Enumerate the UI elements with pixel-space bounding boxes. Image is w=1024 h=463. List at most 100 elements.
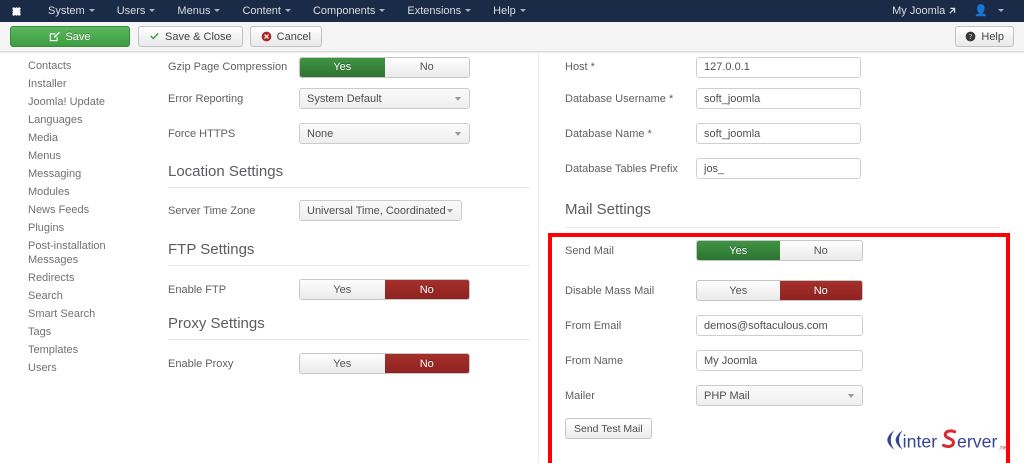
input-from-email[interactable]: demos@softaculous.com	[696, 315, 863, 336]
select-force-https[interactable]: None	[299, 123, 470, 144]
toggle-gzip-no[interactable]: No	[384, 57, 469, 77]
input-database-tables-prefix[interactable]: jos_	[696, 158, 861, 179]
sidebar-item-media[interactable]: Media	[28, 132, 58, 144]
chevron-down-icon	[447, 208, 453, 213]
help-circle-icon: ?	[965, 31, 976, 42]
field-label-server-time-zone: Server Time Zone	[168, 204, 256, 217]
cancel-button[interactable]: Cancel	[249, 26, 322, 47]
sidebar-item-installer[interactable]: Installer	[28, 78, 67, 90]
toggle-enable-proxy-no[interactable]: No	[384, 354, 469, 373]
sidebar-item-menus[interactable]: Menus	[28, 150, 62, 162]
toggle-enable-proxy[interactable]: Yes No	[299, 353, 470, 374]
site-preview-label: My Joomla	[892, 5, 946, 17]
sidebar-item-news-feeds[interactable]: News Feeds	[28, 204, 90, 216]
chevron-down-icon	[455, 131, 461, 136]
field-label-force-https: Force HTTPS	[168, 127, 236, 140]
user-menu[interactable]: 👤	[966, 5, 1016, 17]
nav-item-system[interactable]: System	[37, 0, 106, 22]
field-label-host: Host *	[565, 61, 595, 73]
sidebar-item-languages[interactable]: Languages	[28, 114, 83, 126]
sidebar-item-post-installation-messages[interactable]: Post-installation Messages	[28, 240, 106, 266]
sidebar-item-joomla-update[interactable]: Joomla! Update	[28, 96, 106, 108]
sidebar-item-templates[interactable]: Templates	[28, 344, 79, 356]
send-test-mail-button[interactable]: Send Test Mail	[565, 418, 652, 439]
toggle-disable-mass-mail-yes[interactable]: Yes	[697, 281, 780, 300]
select-error-reporting[interactable]: System Default	[299, 88, 470, 109]
section-title-location-settings: Location Settings	[168, 163, 284, 180]
section-divider	[565, 227, 1000, 228]
input-database-name[interactable]: soft_joomla	[696, 123, 861, 144]
toggle-send-mail-yes[interactable]: Yes	[697, 241, 780, 260]
toggle-enable-proxy-yes[interactable]: Yes	[300, 354, 385, 373]
input-host[interactable]: 127.0.0.1	[696, 56, 861, 78]
svg-text:?: ?	[969, 33, 972, 41]
toggle-gzip-page-compression[interactable]: Yes No	[299, 56, 470, 78]
sidebar-item-messaging[interactable]: Messaging	[28, 168, 82, 180]
nav-item-help-label: Help	[493, 5, 516, 17]
nav-item-extensions[interactable]: Extensions	[396, 0, 482, 22]
mail-settings-section: Mail Settings Send Mail Yes No Disable M…	[539, 201, 1024, 439]
section-title-proxy-settings: Proxy Settings	[168, 315, 265, 332]
save-button[interactable]: Save	[10, 26, 130, 47]
toggle-send-mail-no[interactable]: No	[779, 241, 862, 260]
field-row-enable-proxy: Enable Proxy Yes No	[160, 340, 538, 387]
field-row-from-email: From Email demos@softaculous.com	[557, 308, 1024, 343]
input-from-name-value: My Joomla	[704, 354, 758, 367]
top-navbar: System Users Menus Content Components Ex…	[0, 0, 1024, 22]
field-row-force-https: Force HTTPS None	[160, 116, 538, 151]
select-mailer-value: PHP Mail	[704, 389, 750, 402]
field-label-error-reporting: Error Reporting	[168, 92, 244, 105]
toggle-disable-mass-mail-no[interactable]: No	[779, 281, 862, 300]
select-server-time-zone[interactable]: Universal Time, Coordinated (...	[299, 200, 462, 221]
save-pencil-icon	[49, 31, 61, 42]
sidebar-item-smart-search[interactable]: Smart Search	[28, 308, 96, 320]
toggle-enable-ftp-yes[interactable]: Yes	[300, 280, 385, 299]
field-row-gzip-page-compression: Gzip Page Compression Yes No	[160, 53, 538, 81]
select-server-time-zone-value: Universal Time, Coordinated (...	[307, 204, 447, 217]
field-label-enable-proxy: Enable Proxy	[168, 357, 234, 370]
cancel-circle-icon	[261, 31, 272, 42]
toggle-enable-ftp-no[interactable]: No	[384, 280, 469, 299]
sidebar-item-plugins[interactable]: Plugins	[28, 222, 65, 234]
nav-item-components[interactable]: Components	[302, 0, 396, 22]
cancel-button-label: Cancel	[276, 30, 311, 43]
sidebar-item-redirects[interactable]: Redirects	[28, 272, 75, 284]
toggle-gzip-yes[interactable]: Yes	[300, 57, 385, 77]
nav-item-help[interactable]: Help	[482, 0, 537, 22]
nav-item-users[interactable]: Users	[106, 0, 167, 22]
field-label-from-email: From Email	[565, 319, 622, 332]
nav-item-system-label: System	[48, 5, 85, 17]
nav-item-menus-label: Menus	[177, 5, 211, 17]
help-button[interactable]: ? Help	[955, 26, 1014, 47]
field-label-gzip-page-compression: Gzip Page Compression	[168, 61, 288, 73]
toggle-enable-ftp[interactable]: Yes No	[299, 279, 470, 300]
field-row-database-name: Database Name * soft_joomla	[539, 116, 1024, 151]
field-label-enable-ftp: Enable FTP	[168, 283, 227, 296]
select-force-https-value: None	[307, 127, 334, 140]
chevron-down-icon	[998, 8, 1004, 12]
sidebar-item-tags[interactable]: Tags	[28, 326, 52, 338]
check-icon	[149, 31, 160, 42]
nav-item-menus[interactable]: Menus	[166, 0, 231, 22]
save-and-close-button[interactable]: Save & Close	[138, 26, 243, 47]
left-settings-column: Gzip Page Compression Yes No Error Repor…	[160, 53, 538, 463]
nav-item-content[interactable]: Content	[231, 0, 302, 22]
field-label-send-mail: Send Mail	[565, 244, 614, 257]
sidebar-item-contacts[interactable]: Contacts	[28, 60, 72, 72]
input-from-name[interactable]: My Joomla	[696, 350, 863, 371]
chevron-down-icon	[519, 8, 526, 12]
sidebar-item-users[interactable]: Users	[28, 362, 57, 374]
select-mailer[interactable]: PHP Mail	[696, 385, 863, 406]
field-row-from-name: From Name My Joomla	[557, 343, 1024, 378]
sidebar-item-search[interactable]: Search	[28, 290, 63, 302]
chevron-down-icon	[455, 96, 461, 101]
nav-item-content-label: Content	[242, 5, 281, 17]
sidebar-item-modules[interactable]: Modules	[28, 186, 70, 198]
input-database-username[interactable]: soft_joomla	[696, 88, 861, 109]
toggle-disable-mass-mail[interactable]: Yes No	[696, 280, 863, 301]
field-row-enable-ftp: Enable FTP Yes No	[160, 266, 538, 313]
site-preview-link[interactable]: My Joomla	[884, 0, 964, 22]
toggle-send-mail[interactable]: Yes No	[696, 240, 863, 261]
joomla-logo-icon[interactable]	[10, 5, 23, 18]
field-row-send-mail: Send Mail Yes No	[557, 228, 1024, 273]
